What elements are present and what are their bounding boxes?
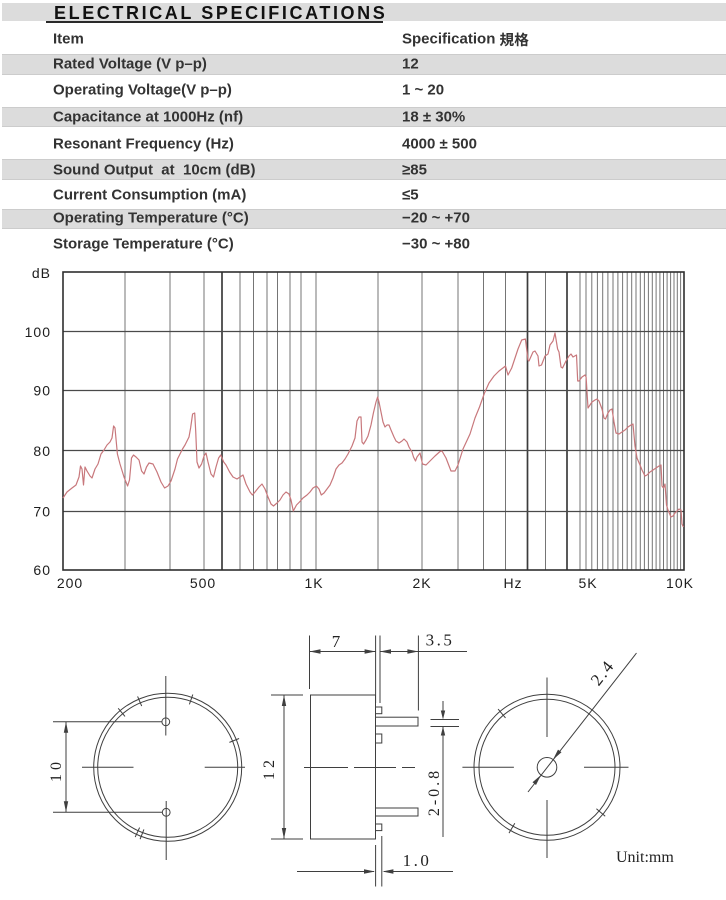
svg-text:500: 500 (190, 575, 216, 591)
svg-text:80: 80 (33, 443, 51, 459)
svg-text:12: 12 (261, 756, 278, 780)
svg-text:1K: 1K (304, 575, 323, 591)
svg-text:dB: dB (32, 265, 51, 281)
svg-text:1.0: 1.0 (403, 851, 432, 870)
svg-text:100: 100 (25, 324, 51, 340)
svg-text:5K: 5K (578, 575, 597, 591)
svg-text:200: 200 (57, 575, 83, 591)
svg-text:2.4: 2.4 (587, 656, 619, 689)
svg-text:2K: 2K (412, 575, 431, 591)
svg-text:90: 90 (33, 383, 51, 399)
svg-text:60: 60 (33, 562, 51, 578)
svg-text:2-0.8: 2-0.8 (426, 768, 443, 816)
svg-text:Hz: Hz (503, 575, 522, 591)
svg-text:7: 7 (332, 632, 341, 651)
svg-text:10: 10 (48, 758, 65, 782)
svg-text:70: 70 (33, 504, 51, 520)
svg-text:Unit:mm: Unit:mm (616, 849, 674, 866)
svg-text:10K: 10K (666, 575, 694, 591)
svg-text:3.5: 3.5 (426, 631, 455, 650)
